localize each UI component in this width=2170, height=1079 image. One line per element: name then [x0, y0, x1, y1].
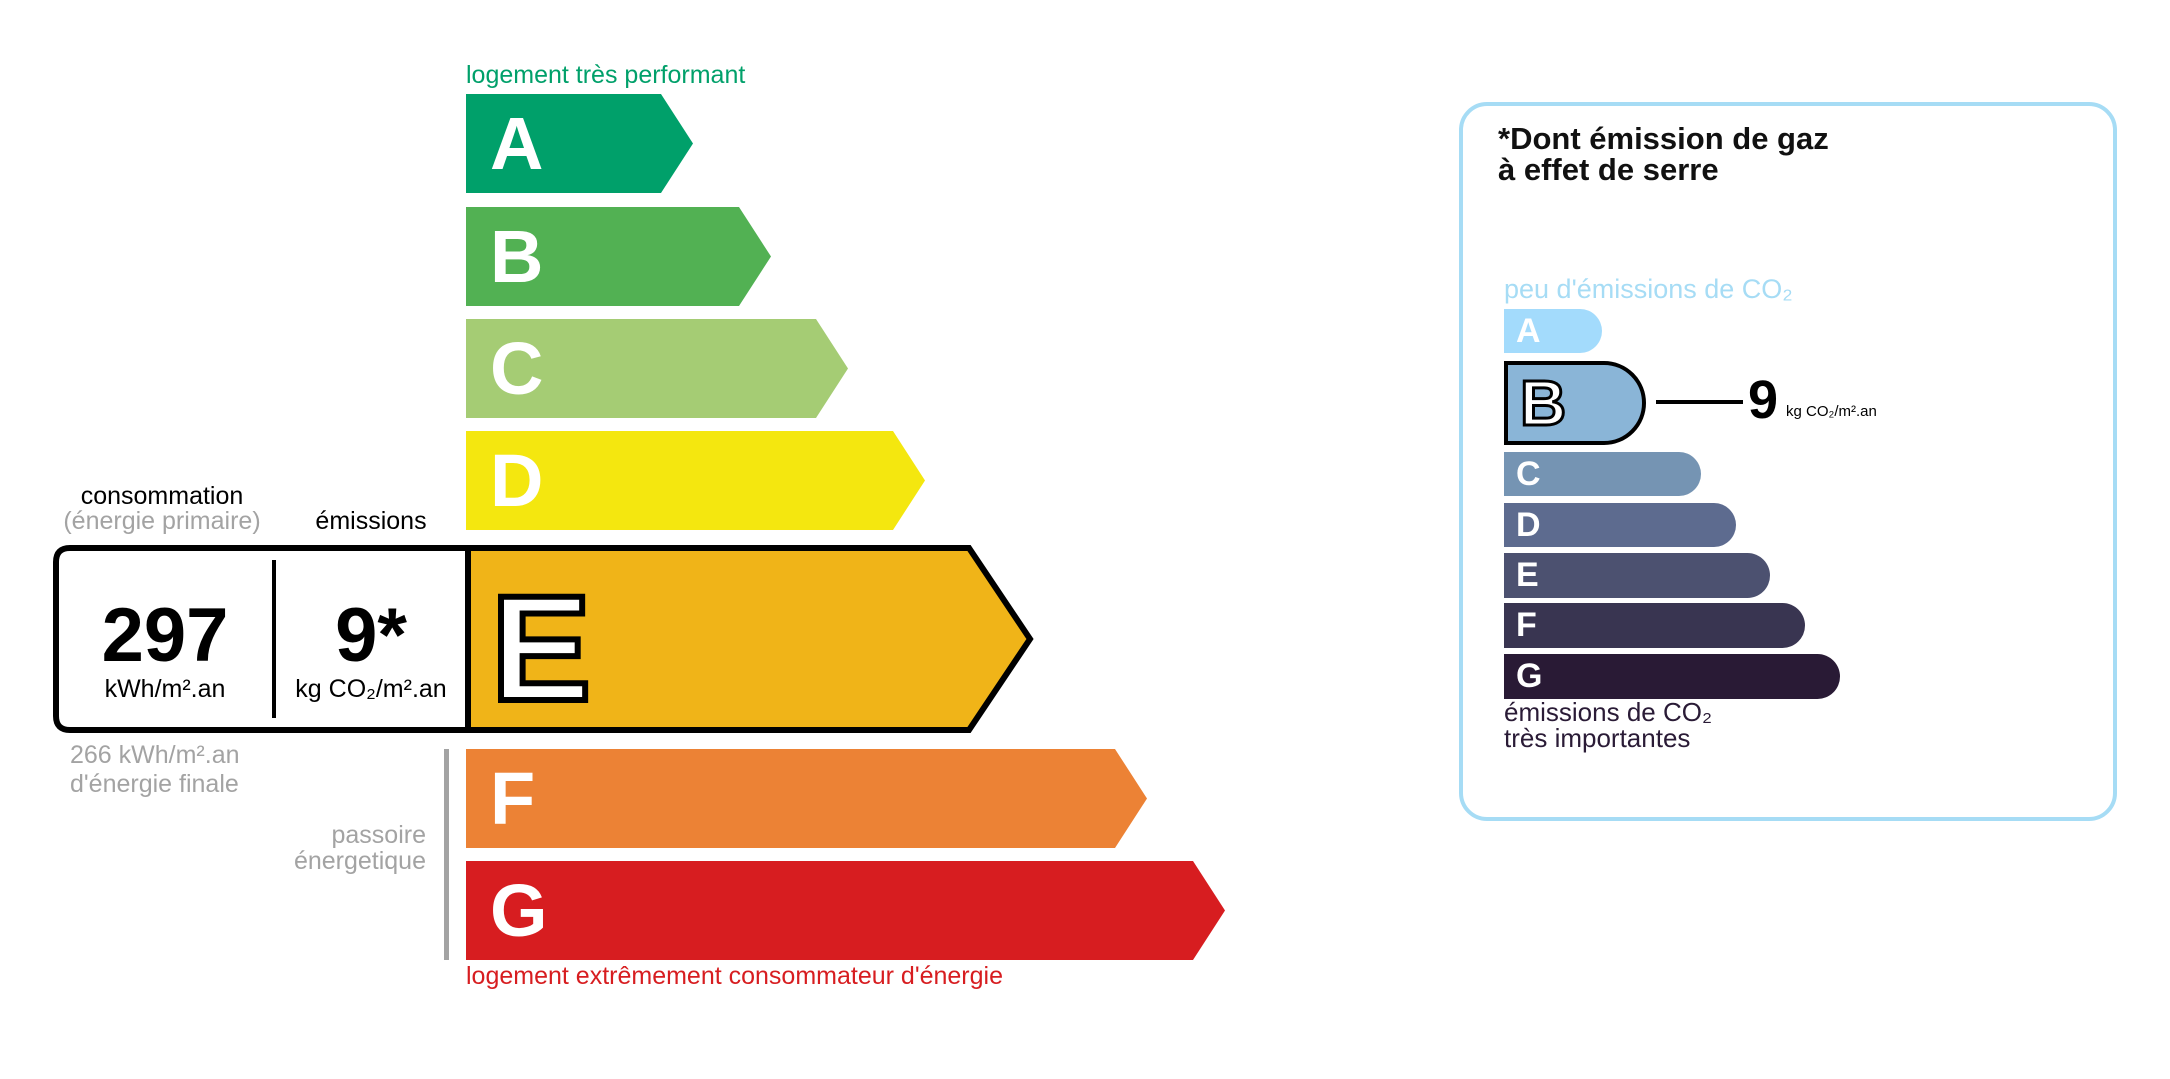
current-class-letter: E — [491, 564, 591, 732]
ges-class-f: F — [1504, 603, 1805, 648]
ges-value-connector — [1656, 400, 1743, 404]
ges-class-b: B — [1504, 361, 1646, 445]
energy-class-letter: D — [490, 439, 544, 522]
value-box — [53, 545, 471, 733]
consumption-unit: kWh/m².an — [104, 675, 226, 703]
current-class-frame: E — [53, 545, 1034, 735]
ges-class-g: G — [1504, 654, 1840, 699]
ges-class-letter: C — [1516, 455, 1541, 493]
passoire-label-2: énergetique — [293, 847, 426, 875]
emissions-unit: kg CO₂/m².an — [295, 675, 447, 703]
ges-class-d: D — [1504, 503, 1736, 547]
energy-class-letter: A — [490, 102, 544, 185]
ges-class-a: A — [1504, 309, 1602, 353]
ges-title-2: à effet de serre — [1498, 152, 1719, 187]
ges-panel — [1459, 102, 2117, 821]
consumption-label: consommation — [80, 482, 244, 510]
energy-class-d: D — [466, 431, 925, 530]
ges-unit: kg CO₂/m².an — [1786, 403, 1877, 420]
energy-class-g: G — [466, 861, 1225, 960]
energy-class-letter: C — [490, 327, 544, 410]
energy-class-letter: F — [490, 757, 536, 840]
ges-class-letter: B — [1518, 366, 1567, 441]
ges-bottom-label-1: émissions de CO₂ — [1504, 697, 1713, 727]
ges-bottom-label-2: très importantes — [1504, 723, 1691, 753]
ges-class-letter: F — [1516, 606, 1537, 644]
final-energy-value: 266 kWh/m².an — [70, 741, 240, 769]
energy-class-a: A — [466, 94, 693, 193]
ges-class-letter: D — [1516, 506, 1541, 544]
ges-title-1: *Dont émission de gaz — [1498, 121, 1829, 156]
energy-class-b: B — [466, 207, 771, 306]
ges-class-letter: G — [1516, 657, 1543, 695]
ges-value: 9 — [1748, 370, 1779, 430]
ges-class-letter: E — [1516, 556, 1539, 594]
ges-class-letter: A — [1516, 312, 1541, 350]
ges-top-label: peu d'émissions de CO₂ — [1504, 274, 1793, 304]
ges-class-e: E — [1504, 553, 1770, 598]
final-energy-label: d'énergie finale — [70, 770, 239, 798]
emissions-label: émissions — [315, 507, 427, 535]
ges-class-c: C — [1504, 452, 1701, 496]
energy-bottom-label: logement extrêmement consommateur d'éner… — [466, 962, 1003, 990]
energy-class-letter: G — [490, 869, 548, 952]
passoire-label-1: passoire — [331, 821, 427, 849]
consumption-value: 297 — [101, 593, 229, 678]
energy-class-letter: B — [490, 215, 544, 298]
energy-class-f: F — [466, 749, 1147, 848]
emissions-value: 9* — [335, 593, 407, 678]
passoire-bracket — [444, 749, 449, 960]
consumption-sublabel: (énergie primaire) — [63, 507, 261, 535]
energy-top-label: logement très performant — [466, 61, 746, 89]
energy-class-c: C — [466, 319, 848, 418]
